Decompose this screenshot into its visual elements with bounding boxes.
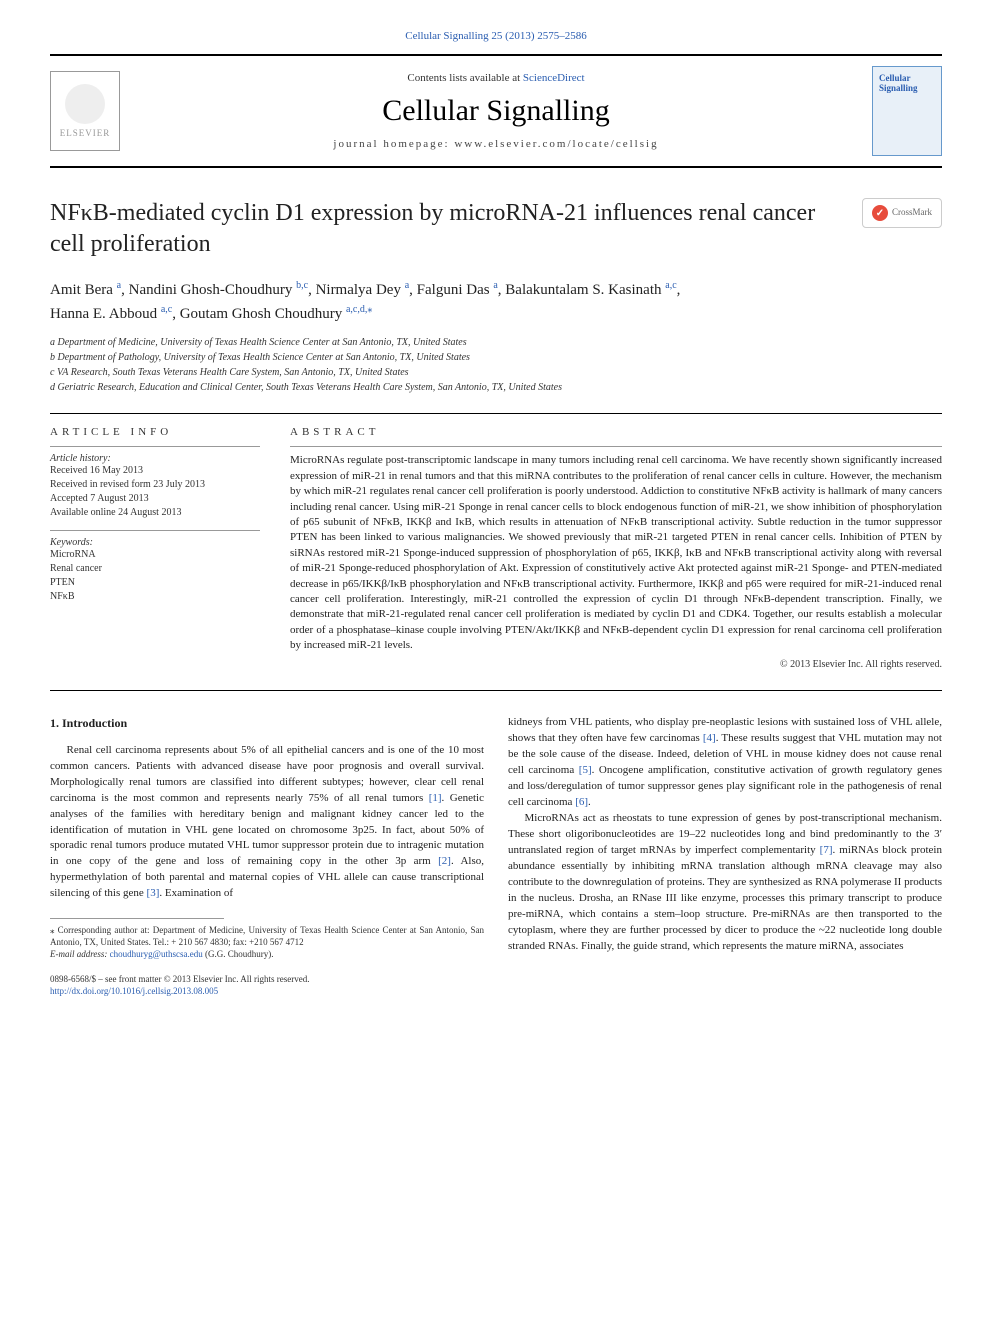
crossmark-badge[interactable]: ✓ CrossMark	[862, 198, 942, 228]
journal-homepage: journal homepage: www.elsevier.com/locat…	[120, 138, 872, 150]
article-info-heading: ARTICLE INFO	[50, 426, 260, 438]
ref-4-link[interactable]: [4]	[703, 732, 716, 744]
info-divider	[290, 446, 942, 447]
sep: ,	[677, 282, 681, 298]
ref-2-link[interactable]: [2]	[438, 855, 451, 867]
elsevier-logo: ELSEVIER	[50, 71, 120, 151]
body-columns: 1. Introduction Renal cell carcinoma rep…	[50, 715, 942, 997]
abstract-column: ABSTRACT MicroRNAs regulate post-transcr…	[290, 426, 942, 670]
received-date: Received 16 May 2013	[50, 464, 260, 478]
journal-name: Cellular Signalling	[120, 94, 872, 128]
footnote-divider	[50, 918, 224, 919]
abstract-heading: ABSTRACT	[290, 426, 942, 438]
issn-line: 0898-6568/$ – see front matter © 2013 El…	[50, 974, 484, 986]
text: Renal cell carcinoma represents about 5%…	[50, 744, 484, 804]
doi-link[interactable]: http://dx.doi.org/10.1016/j.cellsig.2013…	[50, 986, 218, 996]
author-4: Falguni Das	[417, 282, 494, 298]
history-label: Article history:	[50, 453, 260, 464]
online-date: Available online 24 August 2013	[50, 506, 260, 520]
authors: Amit Bera a, Nandini Ghosh-Choudhury b,c…	[50, 278, 942, 325]
email-label: E-mail address:	[50, 949, 110, 959]
author-6: Hanna E. Abboud	[50, 306, 161, 322]
email-link[interactable]: choudhuryg@uthscsa.edu	[110, 949, 203, 959]
ref-1-link[interactable]: [1]	[429, 792, 442, 804]
header-center: Contents lists available at ScienceDirec…	[120, 72, 872, 150]
intro-para-1: Renal cell carcinoma represents about 5%…	[50, 743, 484, 902]
contents-text: Contents lists available at ScienceDirec…	[120, 72, 872, 84]
sep: ,	[172, 306, 180, 322]
keyword-2: Renal cancer	[50, 562, 260, 576]
email-footnote: E-mail address: choudhuryg@uthscsa.edu (…	[50, 949, 484, 961]
sep: ,	[121, 282, 129, 298]
journal-cover: Cellular Signalling	[872, 66, 942, 156]
intro-heading: 1. Introduction	[50, 715, 484, 732]
revised-date: Received in revised form 23 July 2013	[50, 478, 260, 492]
accepted-date: Accepted 7 August 2013	[50, 492, 260, 506]
intro-para-2: MicroRNAs act as rheostats to tune expre…	[508, 811, 942, 954]
author-5-aff[interactable]: a,c	[665, 280, 676, 291]
author-7-aff[interactable]: a,c,d,	[346, 304, 367, 315]
info-divider	[50, 446, 260, 447]
article-title: NFκB-mediated cyclin D1 expression by mi…	[50, 198, 942, 260]
affiliations: a Department of Medicine, University of …	[50, 335, 942, 395]
divider	[50, 413, 942, 414]
journal-header: ELSEVIER Contents lists available at Sci…	[50, 54, 942, 168]
contents-prefix: Contents lists available at	[407, 72, 522, 84]
corresponding-footnote: ⁎ Corresponding author at: Department of…	[50, 925, 484, 948]
author-2-aff[interactable]: b,c	[296, 280, 308, 291]
crossmark-icon: ✓	[872, 205, 888, 221]
article-info-column: ARTICLE INFO Article history: Received 1…	[50, 426, 260, 670]
journal-citation[interactable]: Cellular Signalling 25 (2013) 2575–2586	[50, 30, 942, 42]
author-3: Nirmalya Dey	[316, 282, 405, 298]
cover-title: Cellular Signalling	[879, 73, 935, 93]
affiliation-a: a Department of Medicine, University of …	[50, 335, 942, 350]
sep: ,	[409, 282, 417, 298]
body-column-left: 1. Introduction Renal cell carcinoma rep…	[50, 715, 484, 997]
keyword-1: MicroRNA	[50, 548, 260, 562]
info-abstract-row: ARTICLE INFO Article history: Received 1…	[50, 426, 942, 670]
email-suffix: (G.G. Choudhury).	[203, 949, 274, 959]
abstract-text: MicroRNAs regulate post-transcriptomic l…	[290, 453, 942, 653]
ref-5-link[interactable]: [5]	[579, 764, 592, 776]
author-5: Balakuntalam S. Kasinath	[505, 282, 665, 298]
corresponding-star[interactable]: ⁎	[367, 304, 372, 315]
crossmark-label: CrossMark	[892, 207, 932, 219]
ref-6-link[interactable]: [6]	[575, 796, 588, 808]
affiliation-b: b Department of Pathology, University of…	[50, 350, 942, 365]
elsevier-tree-icon	[65, 84, 105, 124]
ref-7-link[interactable]: [7]	[820, 844, 833, 856]
keyword-3: PTEN	[50, 576, 260, 590]
text: . miRNAs block protein abundance essenti…	[508, 844, 942, 952]
author-6-aff[interactable]: a,c	[161, 304, 172, 315]
ref-3-link[interactable]: [3]	[147, 887, 160, 899]
text: . Examination of	[159, 887, 233, 899]
intro-para-1-cont: kidneys from VHL patients, who display p…	[508, 715, 942, 811]
elsevier-label: ELSEVIER	[60, 128, 111, 138]
text: .	[588, 796, 591, 808]
author-1: Amit Bera	[50, 282, 117, 298]
abstract-copyright: © 2013 Elsevier Inc. All rights reserved…	[290, 659, 942, 670]
info-divider	[50, 530, 260, 531]
affiliation-d: d Geriatric Research, Education and Clin…	[50, 380, 942, 395]
affiliation-c: c VA Research, South Texas Veterans Heal…	[50, 365, 942, 380]
body-divider	[50, 690, 942, 691]
body-column-right: kidneys from VHL patients, who display p…	[508, 715, 942, 997]
bottom-info: 0898-6568/$ – see front matter © 2013 El…	[50, 974, 484, 997]
keyword-4: NFκB	[50, 590, 260, 604]
sep: ,	[308, 282, 316, 298]
sciencedirect-link[interactable]: ScienceDirect	[523, 72, 585, 84]
author-2: Nandini Ghosh-Choudhury	[129, 282, 297, 298]
author-7: Goutam Ghosh Choudhury	[180, 306, 346, 322]
keywords-label: Keywords:	[50, 537, 260, 548]
title-text: NFκB-mediated cyclin D1 expression by mi…	[50, 200, 815, 257]
